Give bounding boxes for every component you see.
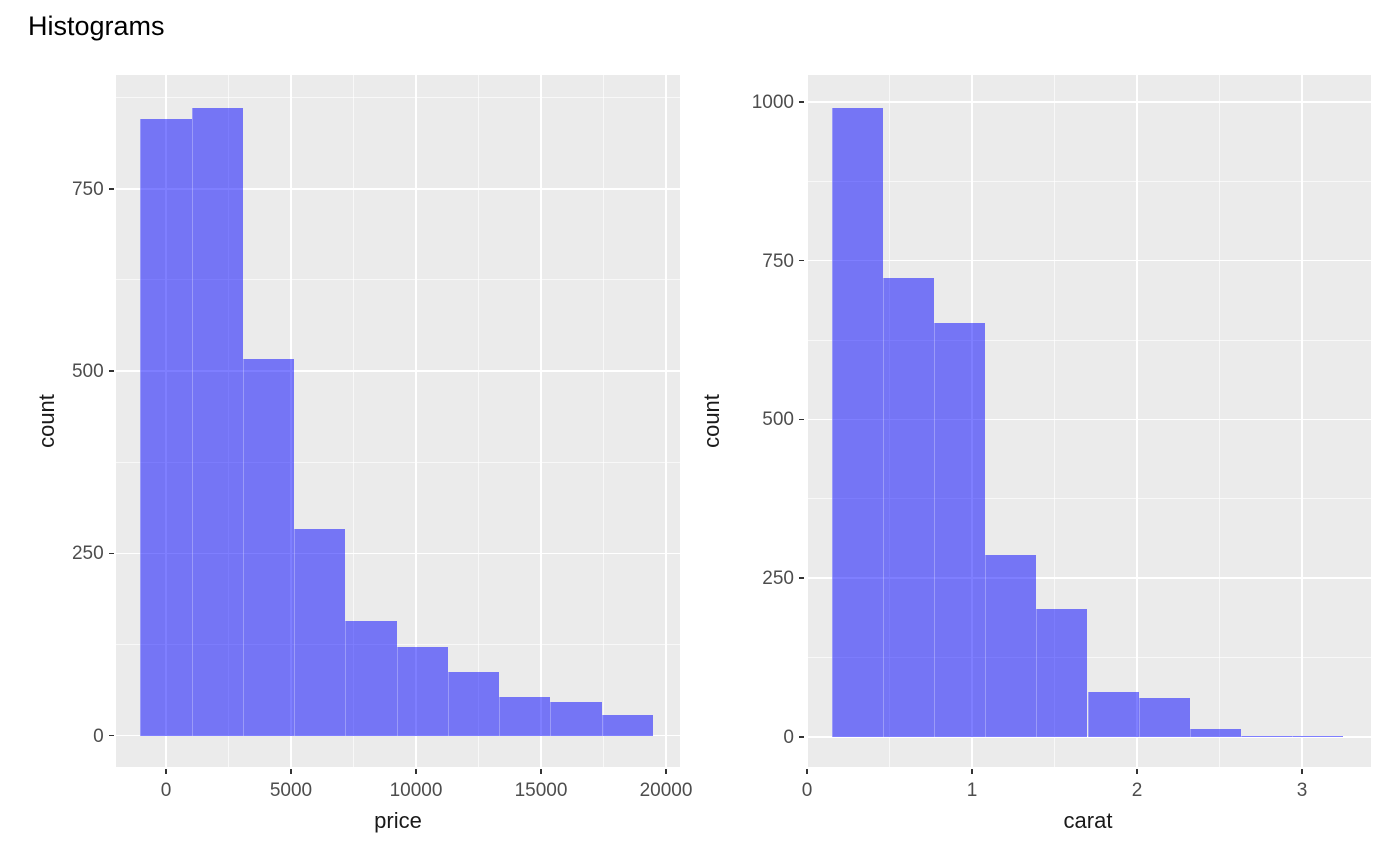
histogram-bar (447, 671, 500, 736)
y-tick-label: 500 (71, 361, 104, 383)
histogram-bar (499, 697, 551, 736)
y-tick-label: 1000 (751, 91, 794, 113)
x-tick-mark (665, 768, 667, 774)
gridline-minor-y (806, 180, 1371, 182)
histogram-bar (191, 107, 243, 736)
y-tick-mark (799, 418, 804, 421)
gridline-major-x (665, 75, 667, 767)
gridline-major-x (415, 75, 417, 767)
histogram-bar (601, 714, 653, 736)
gridline-major-x (1136, 75, 1138, 767)
gridline-major-y (115, 188, 680, 190)
y-tick-label: 0 (783, 726, 794, 748)
y-tick-mark (799, 577, 804, 579)
x-tick-mark (290, 768, 292, 774)
x-tick-mark (540, 768, 542, 774)
gridline-minor-x (353, 75, 354, 767)
x-tick-mark (1301, 768, 1303, 774)
y-tick-label: 750 (762, 250, 794, 272)
gridline-minor-y (115, 461, 680, 463)
gridline-minor-y (115, 279, 680, 281)
gridline-minor-x (478, 75, 479, 767)
gridline-minor-y (115, 644, 680, 646)
histogram-bar (1087, 691, 1139, 737)
histogram-bar (1240, 735, 1293, 737)
y-tick-mark (108, 734, 114, 737)
gridline-major-y (806, 736, 1371, 738)
histogram-bar (1036, 608, 1088, 737)
x-tick-mark (415, 768, 417, 774)
y-tick-mark (108, 188, 114, 190)
gridline-minor-y (115, 97, 680, 99)
gridline-minor-x (1054, 75, 1055, 767)
histogram-bar (550, 702, 602, 736)
histogram-bar (831, 108, 883, 737)
histogram-bar (934, 322, 986, 737)
y-tick-label: 750 (71, 178, 104, 200)
gridline-minor-x (1219, 75, 1221, 767)
gridline-minor-y (806, 339, 1371, 341)
histogram-bar (1292, 735, 1344, 737)
gridline-major-y (806, 259, 1371, 262)
gridline-major-x (806, 75, 808, 767)
y-tick-mark (108, 552, 114, 555)
gridline-major-x (1301, 75, 1303, 767)
x-tick-label: 0 (160, 779, 172, 801)
x-tick-label: 1 (966, 779, 978, 801)
gridline-minor-x (603, 75, 604, 767)
y-tick-label: 500 (762, 409, 794, 431)
gridline-major-y (806, 101, 1371, 103)
histogram-bar (985, 555, 1037, 737)
y-tick-label: 250 (71, 543, 104, 565)
x-tick-mark (165, 768, 167, 774)
gridline-major-x (540, 75, 542, 767)
gridline-major-y (115, 370, 680, 372)
histogram-bar (882, 278, 935, 737)
histogram-bar (1138, 697, 1190, 737)
gridline-minor-y (806, 498, 1371, 500)
histogram-bar (345, 621, 397, 736)
histogram-bar (140, 119, 192, 736)
histogram-bar (294, 528, 346, 736)
y-tick-mark (799, 736, 804, 738)
y-tick-label: 0 (93, 725, 104, 747)
gridline-major-y (806, 577, 1371, 579)
x-tick-label: 10000 (389, 779, 443, 801)
gridline-major-y (115, 734, 680, 737)
x-tick-label: 3 (1296, 779, 1308, 801)
histogram-bar (396, 647, 448, 736)
gridline-minor-y (806, 657, 1371, 659)
x-tick-label: 15000 (514, 779, 568, 801)
histogram-bar (1189, 729, 1241, 737)
y-tick-label: 250 (762, 568, 794, 590)
histogram-bar (242, 359, 295, 736)
y-tick-mark (799, 259, 804, 262)
gridline-major-y (115, 552, 680, 555)
x-tick-mark (971, 768, 973, 774)
x-axis-title-price: price (374, 808, 422, 833)
gridline-major-y (806, 418, 1371, 421)
x-axis-title-carat: carat (1063, 808, 1113, 833)
x-tick-mark (806, 768, 808, 774)
x-tick-mark (1136, 768, 1138, 774)
y-tick-mark (799, 101, 804, 103)
x-tick-label: 5000 (269, 779, 313, 801)
y-tick-mark (108, 370, 114, 372)
x-tick-label: 20000 (639, 779, 693, 801)
x-tick-label: 0 (801, 779, 813, 801)
plot-title: Histograms (28, 11, 165, 41)
x-tick-label: 2 (1131, 779, 1143, 801)
